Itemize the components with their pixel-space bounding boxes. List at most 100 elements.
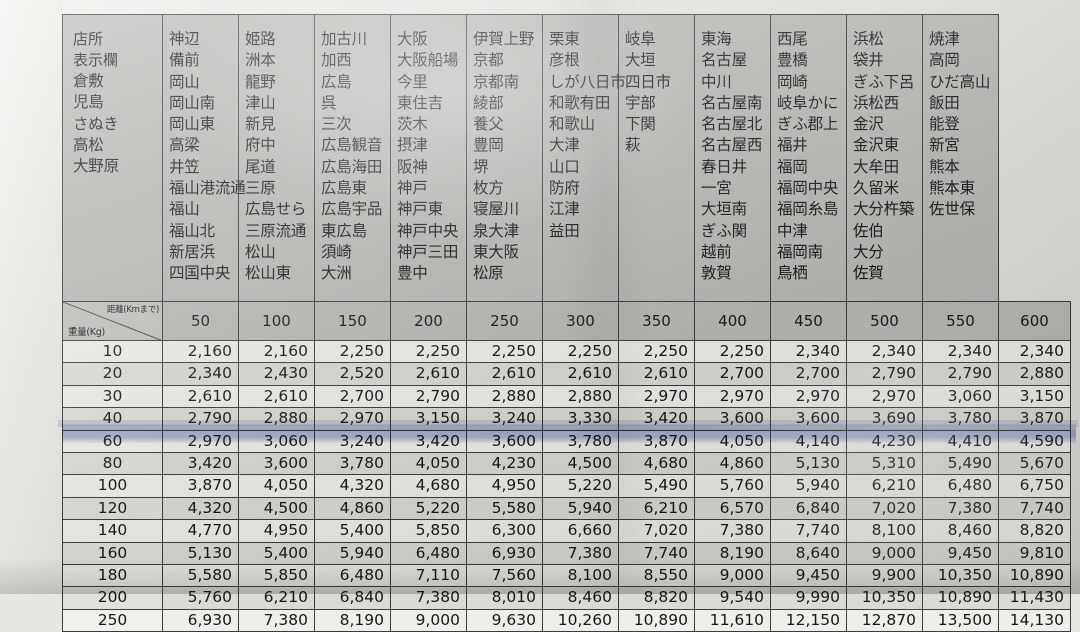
rate-cell: 2,610 — [162, 384, 239, 409]
rate-cell: 2,250 — [314, 339, 391, 364]
rate-cell: 7,110 — [390, 564, 467, 588]
rate-cell: 8,820 — [618, 586, 695, 610]
location-name: 神戸三田 — [397, 242, 459, 261]
location-name: 福井 — [777, 136, 808, 155]
location-name: 鳥栖 — [777, 264, 808, 283]
location-name: 和歌有田 — [549, 93, 611, 112]
location-name: 中津 — [777, 221, 808, 240]
location-name: しが八日市 — [549, 72, 626, 91]
location-name: 福岡 — [777, 157, 808, 176]
location-name: 姫路 — [245, 30, 276, 48]
location-name: 加西 — [321, 51, 352, 70]
rate-cell: 8,640 — [770, 541, 847, 566]
rate-cell: 3,600 — [770, 407, 847, 431]
rate-cell: 3,060 — [238, 429, 315, 454]
location-name: 高梁 — [169, 136, 200, 155]
location-name: 敦賀 — [701, 264, 732, 283]
corner-axis-cell: 距離(Kmまで) 重量(Kg) — [62, 301, 163, 341]
weight-cell: 120 — [62, 496, 163, 521]
rate-cell: 3,060 — [922, 384, 999, 409]
rate-cell: 2,610 — [542, 362, 619, 386]
distance-header-cell: 500 — [846, 301, 923, 341]
rate-cell: 4,680 — [618, 452, 695, 476]
rate-cell: 9,540 — [694, 586, 771, 610]
location-name: 大分杵築 — [853, 200, 915, 219]
location-list: 西尾 豊橋 岡崎 岐阜かに ぎふ郡上 福井 福岡 福岡中央 福岡糸島 中津 福岡南 鳥栖 — [777, 29, 838, 285]
location-name: 三原 — [245, 179, 276, 198]
weight-cell: 10 — [62, 339, 163, 364]
rate-cell: 2,430 — [238, 362, 315, 386]
distance-header-cell: 400 — [694, 301, 771, 341]
location-name: 名古屋北 — [701, 115, 763, 134]
rate-cell: 6,570 — [694, 496, 771, 521]
rate-cell: 3,420 — [618, 407, 695, 431]
weight-cell: 250 — [62, 608, 163, 632]
rate-cell: 5,580 — [466, 496, 543, 521]
rate-cell: 8,460 — [542, 586, 619, 610]
location-list: 伊賀上野 京都 京都南 綾部 養父 豊岡堺枚方 寝屋川 泉大津 東大阪 松原 — [473, 29, 534, 285]
rate-cell: 2,790 — [922, 362, 999, 386]
location-name: 大牟田 — [853, 157, 899, 176]
location-header-cell: 栗東 彦根 しが八日市 和歌有田 和歌山 大津 山口 防府 江津 益田 — [542, 14, 626, 302]
location-name: 一宮 — [701, 179, 732, 198]
rate-cell: 13,500 — [922, 608, 999, 632]
location-name: 枚方 — [473, 179, 504, 198]
rate-table-container: 店所 表示欄 倉敷 児島 さぬき 高松 大野原 神辺 備前 岡山 岡山南 岡山東 高梁 井笠 福山港流通 福山… — [62, 14, 1072, 632]
rate-cell: 2,790 — [390, 384, 467, 409]
rate-cell: 4,230 — [846, 429, 923, 454]
table-row: 80 3,420 3,600 3,780 4,050 4,230 4,500 4,680 4,8… — [62, 452, 1071, 476]
location-name: 福山 — [169, 200, 200, 219]
table-row: 10 2,160 2,160 2,250 2,250 2,250 2,250 2,250 2,2… — [62, 339, 1071, 364]
location-name: 泉大津 — [473, 221, 519, 240]
location-name: 岡山 — [169, 72, 200, 91]
location-name: 和歌山 — [549, 115, 595, 134]
location-name: 大垣南 — [701, 200, 747, 219]
location-name: 三次 — [321, 115, 352, 134]
rate-cell: 2,610 — [390, 362, 467, 386]
location-name: 袋井 — [853, 51, 884, 70]
distance-header-cell: 50 — [162, 301, 239, 341]
rate-cell: 9,000 — [390, 608, 467, 632]
location-name: 大洲 — [321, 264, 352, 283]
rate-cell: 11,430 — [998, 586, 1071, 610]
rate-cell: 5,940 — [542, 496, 619, 521]
distance-header-cell: 600 — [998, 301, 1071, 341]
location-header-cell: 加古川 加西 広島呉三次 広島観音 広島海田 広島東 広島宇品 東広島 須崎 大洲 — [314, 14, 391, 302]
rate-cell: 4,860 — [314, 496, 391, 521]
rate-cell: 4,320 — [162, 496, 239, 521]
location-name: 福岡南 — [777, 242, 823, 261]
location-name: 高岡 — [929, 51, 960, 70]
rate-cell: 2,880 — [998, 362, 1071, 386]
location-name: 金沢東 — [853, 136, 899, 155]
rate-cell: 14,130 — [998, 608, 1071, 632]
location-list: 大阪 大阪船場 今里 東住吉 茨木 摂津 阪神 神戸 神戸東 神戸中央 神戸三田 豊中 — [397, 29, 458, 285]
rate-cell: 7,740 — [770, 519, 847, 543]
rate-cell: 8,010 — [466, 586, 543, 610]
rate-cell: 5,760 — [162, 586, 239, 610]
distance-header-cell: 450 — [770, 301, 847, 341]
rate-cell: 2,250 — [542, 339, 619, 364]
rate-cell: 5,400 — [238, 541, 315, 566]
weight-cell: 200 — [62, 586, 163, 610]
location-name: 春日井 — [701, 157, 747, 176]
location-name: 福岡中央 — [777, 179, 839, 198]
rate-cell: 4,680 — [390, 474, 467, 498]
rate-cell: 2,880 — [542, 384, 619, 409]
location-name: 呉 — [321, 93, 337, 112]
location-list: 東海 名古屋 中川 名古屋南 名古屋北 名古屋西 春日井 一宮 大垣南 ぎふ関 越前 敦賀 — [701, 29, 762, 285]
location-name: 松原 — [473, 264, 504, 283]
location-list: 神辺 備前 岡山 岡山南 岡山東 高梁 井笠 福山港流通 福山 福山北 新居浜 四国中央 — [169, 29, 246, 285]
rate-cell: 2,610 — [618, 362, 695, 386]
rate-cell: 5,130 — [770, 452, 847, 476]
rate-cell: 3,780 — [542, 429, 619, 454]
location-name: 福岡糸島 — [777, 200, 839, 219]
location-name: 金沢 — [853, 115, 884, 134]
distance-header-cell: 150 — [314, 301, 391, 341]
rate-cell: 3,240 — [314, 429, 391, 454]
rate-cell: 3,420 — [162, 452, 239, 476]
rate-cell: 2,970 — [770, 384, 847, 409]
rate-cell: 9,450 — [922, 541, 999, 566]
location-name: 東住吉 — [397, 93, 443, 112]
rate-cell: 12,870 — [846, 608, 923, 632]
location-name: 岡山東 — [169, 115, 215, 134]
